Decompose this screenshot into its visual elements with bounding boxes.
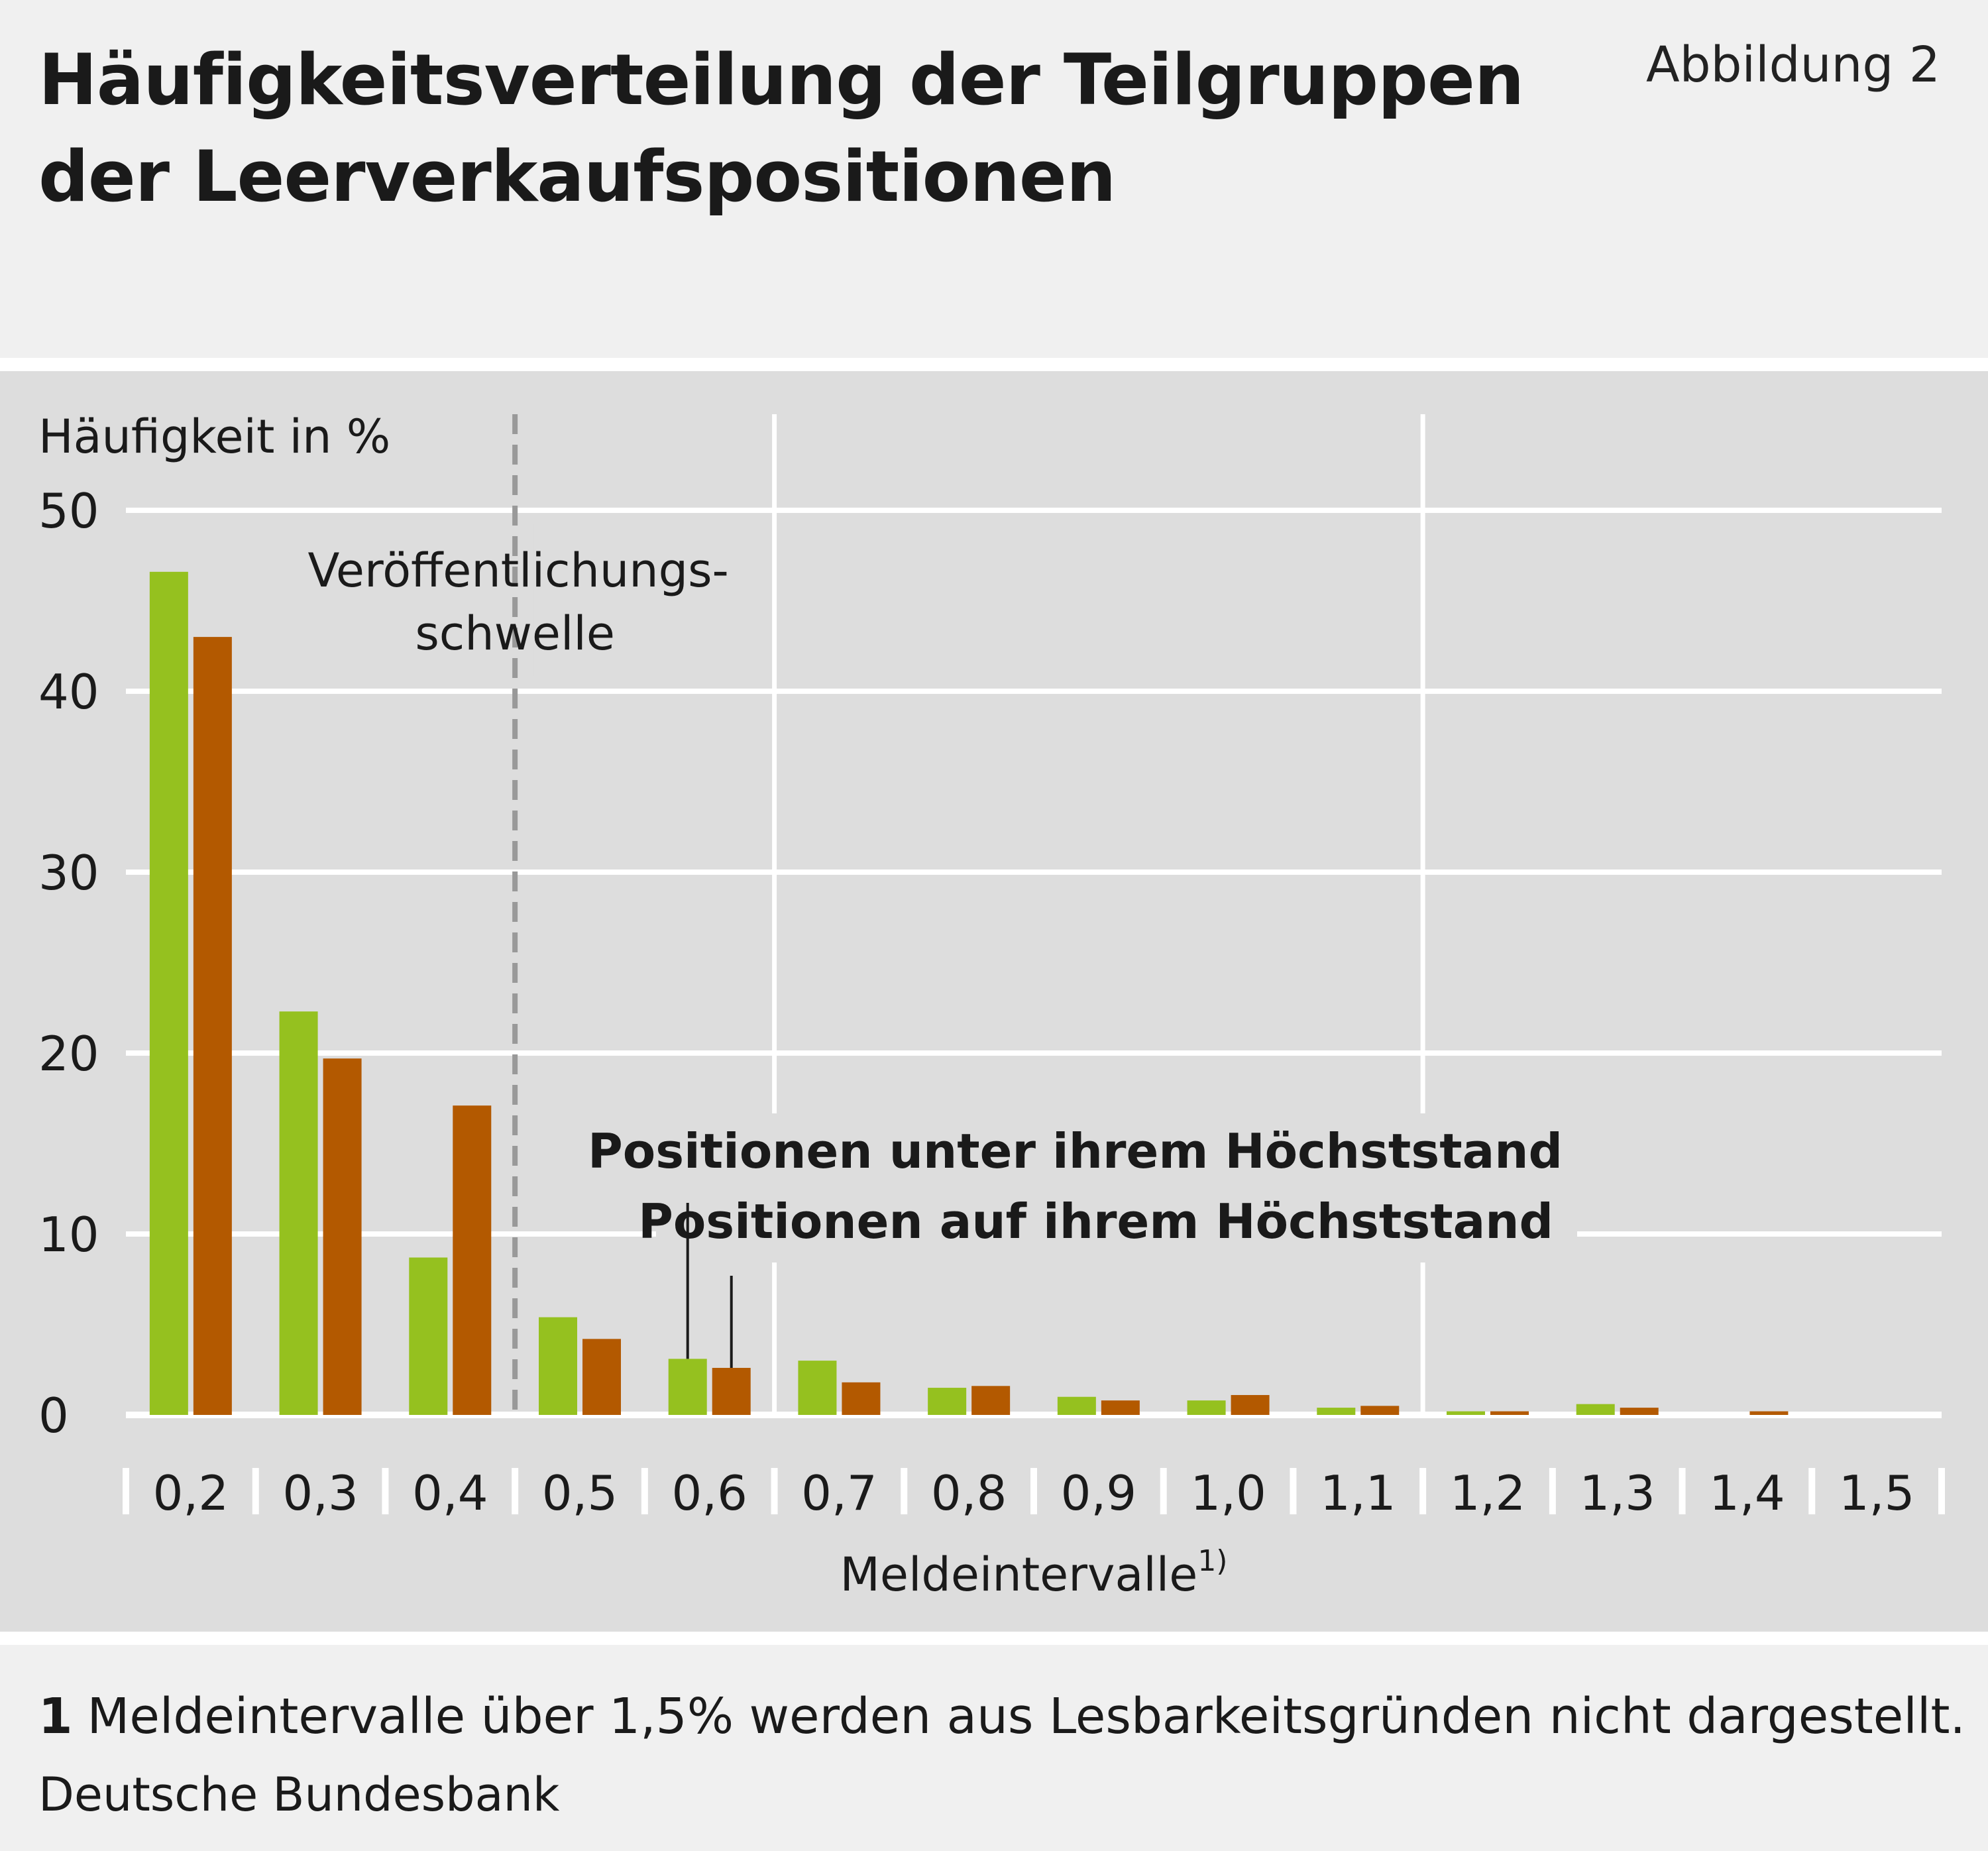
x-axis-label-superscript: 1) (1197, 1544, 1227, 1578)
legend-entry-at-peak: Positionen auf ihrem Höchststand (638, 1194, 1553, 1249)
chart-title-line-1: Häufigkeitsverteilung der Teilgruppen (38, 39, 1524, 121)
threshold-label-line-2: schwelle (415, 606, 615, 661)
bar-at-peak (323, 1058, 362, 1415)
x-tick-label: 1,3 (1579, 1465, 1655, 1521)
y-tick-label: 40 (38, 664, 99, 720)
y-tick-label: 50 (38, 483, 99, 539)
legend-background (656, 1113, 1577, 1262)
x-tick-marks (123, 1468, 1945, 1514)
x-tick-label: 0,9 (1061, 1465, 1137, 1521)
x-tick-label: 1,1 (1320, 1465, 1396, 1521)
footnote-number: 1 (38, 1688, 73, 1745)
y-tick-label: 30 (38, 845, 99, 901)
bar-below-peak (1187, 1400, 1226, 1415)
x-tick-label: 1,5 (1839, 1465, 1915, 1521)
x-axis-label-text: Meldeintervalle (840, 1547, 1198, 1602)
bar-at-peak (1749, 1411, 1789, 1415)
vertical-gridlines (772, 414, 1425, 1415)
bar-at-peak (193, 637, 232, 1415)
x-tick-labels: 0,2 0,3 0,4 0,5 0,6 0,7 0,8 0,9 1,0 1,1 1,2 1,3 1,4 1… (153, 1465, 1915, 1521)
bar-at-peak (1231, 1394, 1270, 1415)
bar-below-peak (1447, 1411, 1485, 1415)
y-axis-label: Häufigkeit in % (38, 410, 390, 464)
bar-at-peak (842, 1382, 881, 1415)
footnote: 1 Meldeintervalle über 1,5% werden aus Le… (38, 1683, 1965, 1750)
y-tick-label: 10 (38, 1207, 99, 1262)
bar-below-peak (1317, 1408, 1356, 1415)
bar-at-peak (1620, 1408, 1659, 1415)
bar-below-peak (798, 1361, 837, 1415)
publication-threshold: Veröffentlichungs- schwelle (307, 414, 729, 1415)
separator-top (0, 358, 1988, 371)
bar-below-peak (149, 571, 188, 1415)
figure-number: Abbildung 2 (1645, 36, 1940, 93)
y-tick-labels: 0 10 20 30 40 50 (38, 483, 99, 1443)
chart-title: Häufigkeitsverteilung der Teilgruppen de… (38, 32, 1563, 225)
bar-at-peak (712, 1368, 751, 1415)
bar-at-peak (1101, 1400, 1140, 1415)
x-tick-label: 1,4 (1709, 1465, 1785, 1521)
bar-at-peak (971, 1386, 1011, 1415)
source-label: Deutsche Bundesbank (38, 1767, 560, 1822)
y-tick-label: 20 (38, 1026, 99, 1082)
footer (0, 1645, 1988, 1851)
separator-bottom (0, 1632, 1988, 1645)
x-tick-label: 0,5 (542, 1465, 618, 1521)
bar-at-peak (1360, 1406, 1400, 1415)
bar-below-peak (539, 1317, 577, 1415)
bar-below-peak (928, 1388, 967, 1415)
x-tick-label: 0,3 (282, 1465, 359, 1521)
header: Häufigkeitsverteilung der Teilgruppen de… (0, 0, 1988, 358)
x-tick-label: 0,4 (412, 1465, 488, 1521)
bar-below-peak (409, 1257, 448, 1415)
footnote-text: Meldeintervalle über 1,5% werden aus Les… (87, 1688, 1965, 1745)
bar-at-peak (1490, 1411, 1529, 1415)
bar-below-peak (1057, 1396, 1096, 1415)
x-axis-label: Meldeintervalle1) (840, 1544, 1228, 1602)
x-tick-label: 1,2 (1450, 1465, 1526, 1521)
bar-below-peak (279, 1011, 318, 1415)
bar-at-peak (453, 1105, 492, 1415)
bar-at-peak (582, 1339, 621, 1415)
plot-panel (0, 371, 1988, 1632)
legend-entry-below-peak: Positionen unter ihrem Höchststand (588, 1123, 1563, 1179)
x-tick-label: 0,6 (671, 1465, 747, 1521)
bars (149, 571, 1789, 1415)
x-tick-label: 0,7 (801, 1465, 877, 1521)
legend: Positionen unter ihrem Höchststand Posit… (588, 1113, 1577, 1369)
y-tick-label: 0 (38, 1388, 69, 1443)
horizontal-gridlines (126, 508, 1942, 1418)
x-tick-label: 0,2 (153, 1465, 229, 1521)
x-tick-label: 0,8 (931, 1465, 1007, 1521)
threshold-label-line-1: Veröffentlichungs- (307, 543, 728, 598)
bar-below-peak (668, 1359, 707, 1415)
bar-below-peak (1576, 1404, 1615, 1415)
x-tick-label: 1,0 (1190, 1465, 1266, 1521)
chart-title-line-2: der Leerverkaufspositionen (38, 136, 1116, 217)
